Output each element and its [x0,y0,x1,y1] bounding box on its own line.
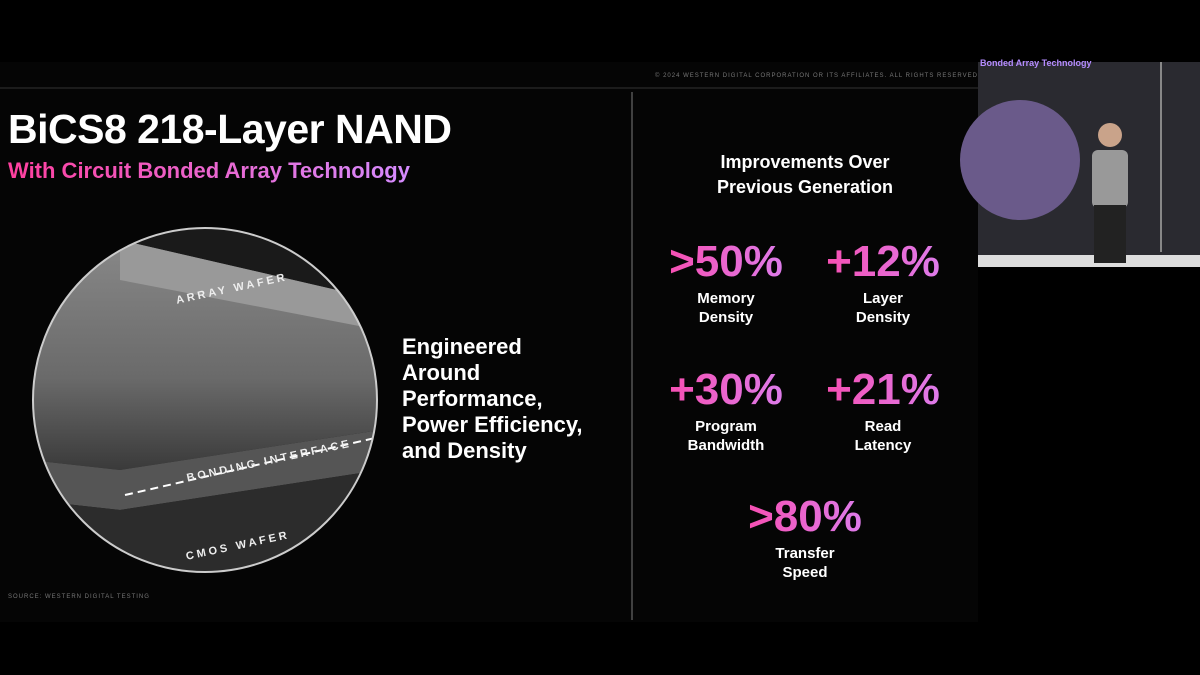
tagline-line: and Density [402,438,527,463]
stat-label: Transfer Speed [705,544,905,582]
speaker [1098,123,1122,147]
stat-value: +12% [783,237,983,287]
stat-value: +30% [626,365,826,415]
stat-label: Program Bandwidth [626,417,826,455]
stat-label-line: Read [864,418,902,435]
copyright: © 2024 WESTERN DIGITAL CORPORATION OR IT… [655,73,978,79]
tagline: Engineered Around Performance, Power Eff… [402,334,583,464]
stat-label: Read Latency [783,417,983,455]
heading-line: Previous Generation [716,177,894,197]
stat-label-line: Transfer [775,545,835,562]
source: SOURCE: WESTERN DIGITAL TESTING [8,594,150,600]
stat-label-line: Speed [782,564,828,581]
tagline-line: Engineered [402,334,522,359]
stat-value: +21% [783,365,983,415]
stat-label-line: Program [695,418,757,435]
stat-label-line: Density [855,309,911,326]
inset-caption: Bonded Array Technology [980,58,1092,68]
stat-label-line: Latency [854,437,912,454]
stat-label-line: Layer [862,290,904,307]
stat-label-line: Bandwidth [687,437,765,454]
stat-label-line: Memory [697,290,755,307]
stat-label-line: Density [698,309,754,326]
improvements-heading: Improvements Over Previous Generation [655,150,955,200]
wafer-outline [32,227,378,573]
stat-label: Memory Density [626,289,826,327]
title: BiCS8 218-Layer NAND [8,106,452,152]
tagline-line: Power Efficiency, [402,412,583,437]
stat-value: >80% [705,492,905,542]
tagline-line: Performance, [402,386,543,411]
stat-label: Layer Density [783,289,983,327]
heading-line: Improvements Over [720,152,890,172]
subtitle: With Circuit Bonded Array Technology [8,158,410,183]
tagline-line: Around [402,360,481,385]
stat-value: >50% [626,237,826,287]
